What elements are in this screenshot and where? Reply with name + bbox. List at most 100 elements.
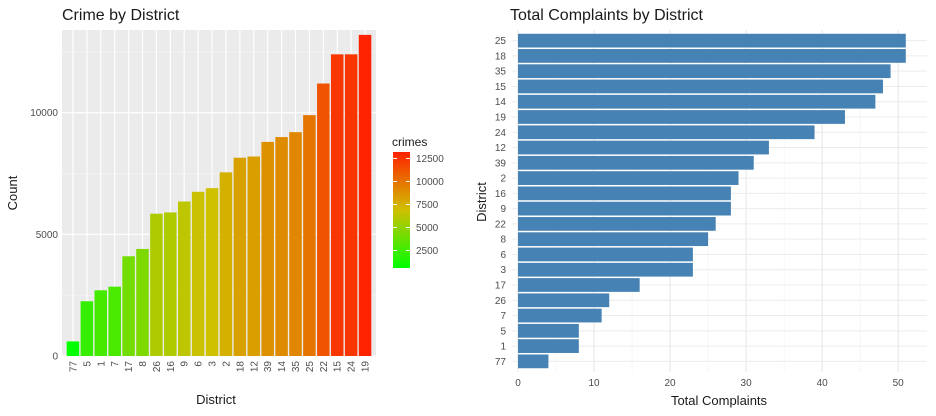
complaints-x-axis-title: Total Complaints (671, 393, 768, 408)
complaints-y-tick-label: 26 (495, 296, 507, 307)
complaints-y-tick-label: 77 (495, 357, 507, 368)
complaints-y-tick-label: 16 (495, 189, 507, 200)
complaints-bar (518, 110, 845, 124)
complaints-bar (518, 79, 883, 94)
crime-legend-title: crimes (392, 135, 427, 149)
crime-y-tick-label: 0 (52, 352, 58, 363)
crime-x-tick-label: 17 (124, 361, 135, 373)
crime-bar (330, 54, 344, 356)
complaints-x-tick-label: 0 (515, 378, 521, 389)
complaints-bar (518, 171, 739, 185)
complaints-bar (518, 247, 693, 262)
crime-x-axis-title: District (196, 392, 236, 407)
complaints-y-tick-label: 25 (495, 36, 507, 47)
crime-bar (261, 141, 274, 356)
complaints-bar (518, 64, 891, 79)
crime-bar (247, 156, 261, 356)
crime-x-tick-label: 35 (291, 361, 302, 373)
complaints-bar (518, 323, 579, 338)
complaints-chart: Total Complaints by District 25183515141… (474, 7, 927, 408)
complaints-bar (518, 201, 731, 216)
crime-x-tick-label: 14 (277, 361, 288, 373)
complaints-bar (518, 155, 754, 170)
crime-x-tick-label: 18 (235, 361, 246, 373)
complaints-bar (518, 232, 709, 247)
crime-bar (289, 132, 302, 356)
crime-bar (317, 83, 330, 356)
complaints-bar (518, 262, 693, 277)
complaints-x-tick-label: 30 (741, 378, 753, 389)
crime-legend-tick-label: 10000 (416, 177, 444, 188)
complaints-bar (518, 354, 549, 369)
complaints-y-tick-label: 22 (495, 219, 507, 230)
crime-x-tick-label: 77 (68, 361, 79, 373)
crime-bar (191, 191, 205, 356)
complaints-y-tick-labels: 25 18 35 15 14 19 24 12 39 2 16 9 22 8 6 3 17 26 7 5 1 77 (495, 36, 507, 368)
crime-bar (303, 115, 316, 356)
complaints-y-tick-label: 3 (500, 265, 506, 276)
crime-legend-tick-label: 12500 (416, 154, 444, 165)
crime-bar (233, 157, 247, 356)
complaints-x-tick-label: 20 (665, 378, 677, 389)
crime-x-tick-label: 39 (263, 361, 274, 373)
complaints-bar (518, 339, 579, 353)
complaints-bars (518, 33, 906, 369)
complaints-x-tick-label: 40 (817, 378, 829, 389)
crime-x-tick-label: 6 (194, 361, 205, 367)
complaints-x-tick-label: 10 (588, 378, 600, 389)
crime-bar (136, 248, 149, 356)
crime-legend-tick-label: 2500 (416, 246, 439, 257)
crime-x-tick-label: 12 (249, 361, 260, 373)
crime-x-tick-label: 2 (221, 361, 232, 367)
crime-legend: crimes 12500 10000 7500 5000 2500 (392, 135, 444, 268)
crime-bar (205, 188, 219, 356)
crime-bar (108, 286, 121, 356)
complaints-y-tick-label: 19 (495, 113, 507, 124)
crime-y-tick-label: 5000 (36, 230, 59, 241)
crime-legend-colorbar (393, 152, 410, 268)
complaints-bar (518, 217, 716, 231)
crime-bar (177, 201, 191, 356)
crime-y-tick-labels: 0 5000 10000 (30, 108, 58, 362)
crime-x-tick-label: 1 (96, 361, 107, 367)
complaints-y-tick-label: 1 (500, 342, 506, 353)
complaints-y-tick-label: 14 (495, 97, 507, 108)
crime-bar (275, 137, 288, 356)
crime-legend-ticks: 12500 10000 7500 5000 2500 (393, 154, 444, 257)
complaints-bar (518, 293, 610, 308)
crime-x-tick-label: 25 (305, 361, 316, 373)
complaints-x-tick-labels: 0 10 20 30 40 50 (515, 378, 904, 389)
complaints-y-tick-label: 35 (495, 67, 507, 78)
crime-x-tick-label: 7 (110, 361, 121, 367)
complaints-bar (518, 125, 815, 140)
complaints-bar (518, 33, 906, 48)
complaints-y-tick-label: 12 (495, 143, 507, 154)
crime-x-tick-label: 26 (152, 361, 163, 373)
crime-x-tick-labels: 77 5 1 7 17 8 26 16 9 6 3 2 18 12 39 14 35 25 22 15 24 19 (68, 361, 371, 373)
crime-x-tick-label: 19 (361, 361, 372, 373)
crime-bar (80, 301, 94, 356)
crime-y-axis-title: Count (5, 175, 20, 210)
crime-bar (122, 256, 135, 356)
crime-chart-title: Crime by District (62, 7, 180, 24)
crime-x-tick-label: 15 (333, 361, 344, 373)
complaints-y-axis-title: District (474, 182, 489, 222)
complaints-y-tick-label: 8 (500, 235, 506, 246)
complaints-bar (518, 278, 640, 292)
crime-x-tick-label: 16 (166, 361, 177, 373)
complaints-y-tick-label: 2 (500, 174, 506, 185)
crime-bar (344, 54, 358, 356)
complaints-y-tick-label: 39 (495, 158, 507, 169)
complaints-bar (518, 186, 731, 201)
complaints-bar (518, 94, 876, 109)
complaints-bar (518, 140, 769, 155)
complaints-y-tick-label: 15 (495, 82, 507, 93)
crime-bar (150, 213, 163, 356)
crime-legend-tick-label: 7500 (416, 200, 439, 211)
crime-y-tick-label: 10000 (30, 108, 58, 119)
crime-bar (66, 341, 80, 356)
crime-x-tick-label: 22 (319, 361, 330, 373)
complaints-y-tick-label: 7 (500, 311, 506, 322)
